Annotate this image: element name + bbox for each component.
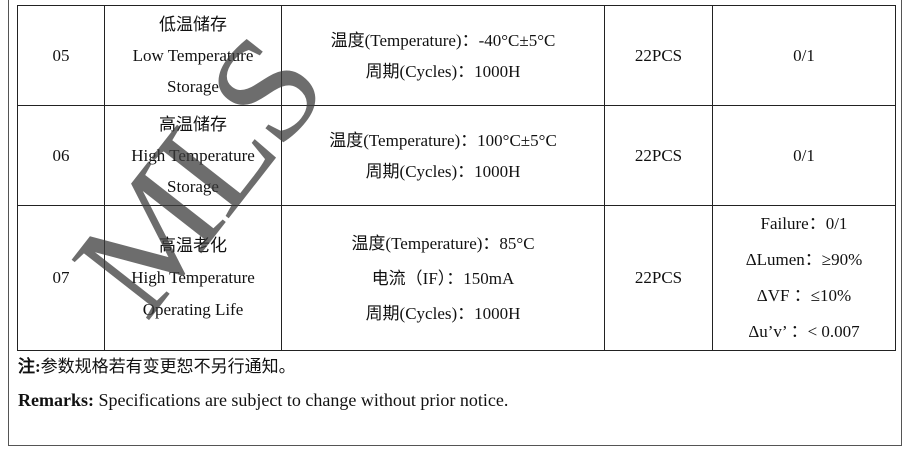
item-cn: 低温储存	[159, 15, 227, 34]
result-line: Δu’v’ ：< 0.007	[748, 322, 860, 341]
result-line: Failure：0/1	[760, 214, 848, 233]
result-line: ΔVF ：≤10%	[756, 286, 852, 305]
table-row: 05 低温储存 Low Temperature Storage 温度(Tempera…	[17, 5, 896, 106]
result: 0/1	[712, 5, 896, 106]
test-item: 高温储存 High Temperature Storage	[104, 105, 282, 206]
condition-line: 周期(Cycles)：1000H	[365, 303, 521, 323]
item-number: 07	[17, 205, 105, 351]
result: Failure：0/1 ΔLumen：≥90% ΔVF ：≤10% Δu’v’ ：< …	[712, 205, 896, 351]
item-cn: 高温储存	[159, 115, 227, 134]
item-en: Storage	[167, 77, 219, 96]
note: 注:参数规格若有变更恕不另行通知。	[18, 352, 296, 377]
quantity: 22PCS	[604, 105, 713, 206]
test-item: 高温老化 High Temperature Operating Life	[104, 205, 282, 351]
reliability-table: 05 低温储存 Low Temperature Storage 温度(Tempera…	[17, 5, 896, 351]
quantity: 22PCS	[604, 205, 713, 351]
page-frame	[8, 0, 902, 446]
result-line: 0/1	[793, 146, 815, 165]
test-condition: 温度(Temperature)：85°C 电流（IF）：150mA 周期(Cycle…	[281, 205, 605, 351]
item-en: High Temperature	[131, 146, 255, 165]
test-condition: 温度(Temperature)：-40°C±5°C 周期(Cycles)：1000…	[281, 5, 605, 106]
remarks-label: Remarks:	[18, 390, 94, 410]
condition-line: 周期(Cycles)：1000H	[365, 61, 521, 81]
item-en: Storage	[167, 177, 219, 196]
condition-line: 电流（IF）：150mA	[371, 268, 515, 288]
item-en: Operating Life	[142, 300, 244, 319]
test-item: 低温储存 Low Temperature Storage	[104, 5, 282, 106]
remarks: Remarks: Specifications are subject to c…	[18, 390, 508, 411]
item-number: 06	[17, 105, 105, 206]
remarks-text: Specifications are subject to change wit…	[93, 390, 509, 410]
item-en: High Temperature	[131, 268, 255, 287]
result: 0/1	[712, 105, 896, 206]
item-en: Low Temperature	[132, 46, 254, 65]
condition-line: 温度(Temperature)：85°C	[351, 233, 535, 253]
condition-line: 温度(Temperature)：100°C±5°C	[329, 130, 557, 150]
test-condition: 温度(Temperature)：100°C±5°C 周期(Cycles)：1000…	[281, 105, 605, 206]
item-cn: 高温老化	[159, 236, 227, 255]
item-number: 05	[17, 5, 105, 106]
table-row: 06 高温储存 High Temperature Storage 温度(Temper…	[17, 105, 896, 206]
quantity: 22PCS	[604, 5, 713, 106]
condition-line: 温度(Temperature)：-40°C±5°C	[330, 30, 556, 50]
result-line: 0/1	[793, 46, 815, 65]
table-row: 07 高温老化 High Temperature Operating Life 温度…	[17, 205, 896, 351]
note-label: 注:	[18, 357, 41, 376]
condition-line: 周期(Cycles)：1000H	[365, 161, 521, 181]
note-text: 参数规格若有变更恕不另行通知。	[40, 357, 296, 376]
result-line: ΔLumen：≥90%	[745, 250, 863, 269]
